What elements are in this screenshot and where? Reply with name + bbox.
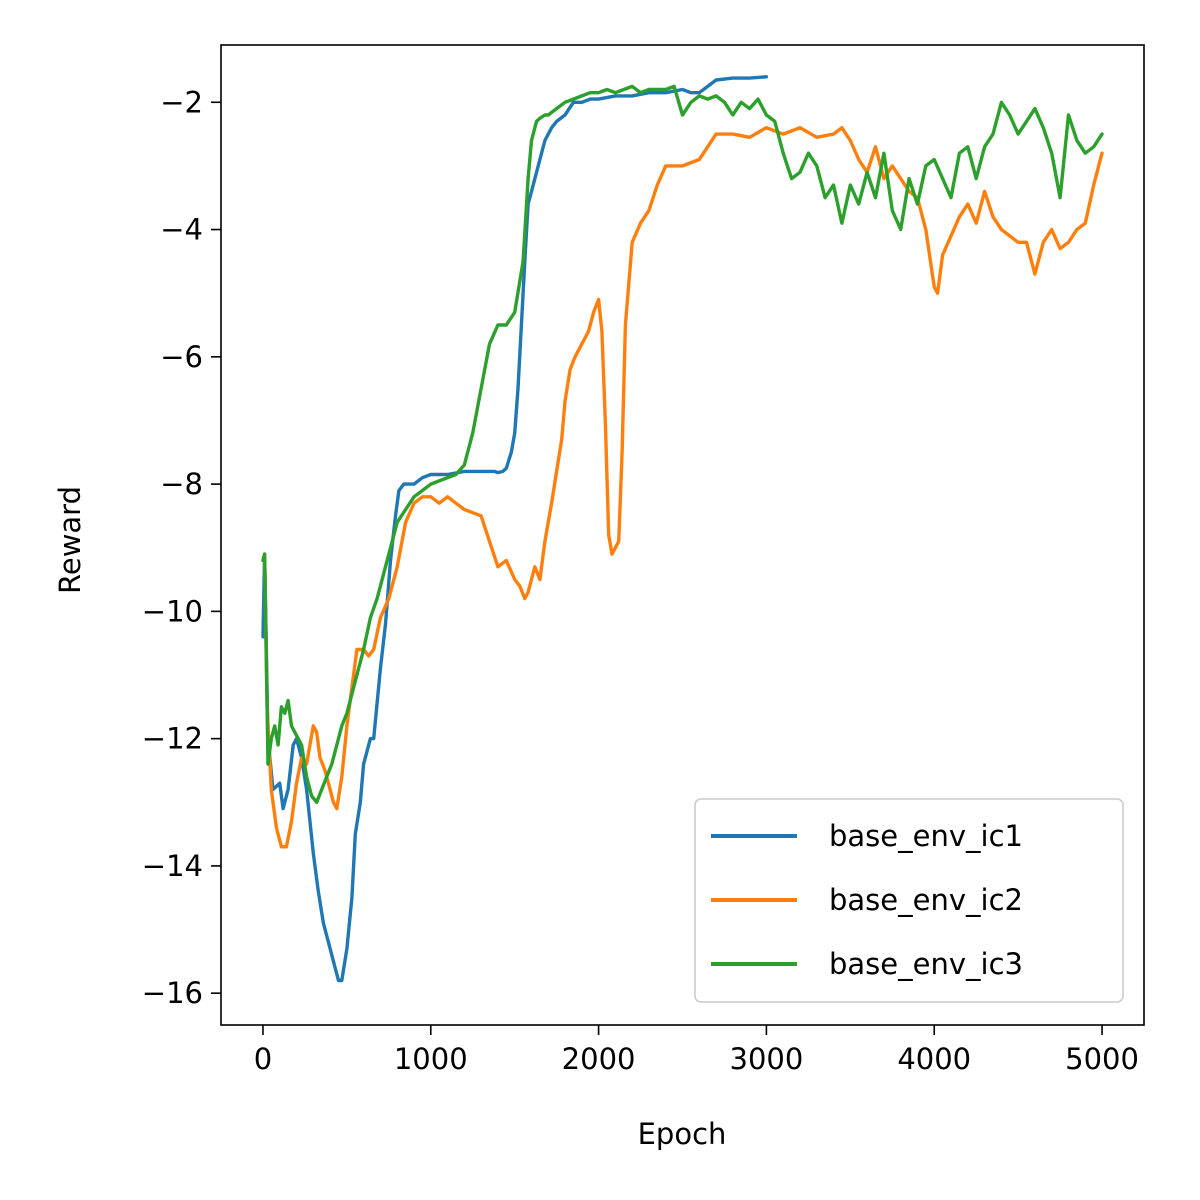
legend-label-ic2: base_env_ic2: [829, 883, 1023, 917]
x-tick-label: 3000: [730, 1042, 804, 1076]
x-tick-label: 4000: [897, 1042, 971, 1076]
legend-box: [694, 798, 1124, 1003]
x-tick-label: 0: [254, 1042, 272, 1076]
x-axis-ticks: 0 1000 2000 3000 4000 5000: [254, 1025, 1139, 1076]
x-tick-label: 5000: [1065, 1042, 1139, 1076]
y-tick-label: −14: [142, 849, 203, 883]
x-tick-label: 1000: [394, 1042, 468, 1076]
legend: base_env_ic1 base_env_ic2 base_env_ic3: [694, 798, 1124, 1003]
y-tick-label: −16: [142, 976, 203, 1010]
series-line-base_env_ic1: [261, 75, 769, 983]
legend-label-ic3: base_env_ic3: [829, 947, 1023, 981]
x-tick-label: 2000: [562, 1042, 636, 1076]
y-tick-label: −4: [160, 213, 203, 247]
series-line-base_env_ic2: [261, 125, 1104, 849]
y-tick-label: −8: [160, 467, 203, 501]
axes-frame: [220, 44, 1145, 1026]
y-axis-label: Reward: [53, 486, 87, 594]
y-tick-label: −6: [160, 340, 203, 374]
y-axis-ticks: −16 −14 −12 −10 −8 −6 −4 −2: [142, 85, 221, 1010]
y-tick-label: −10: [142, 594, 203, 628]
series-line-base_env_ic3: [261, 84, 1104, 804]
y-tick-label: −2: [160, 85, 203, 119]
legend-label-ic1: base_env_ic1: [829, 819, 1023, 853]
series-layer: [261, 75, 1104, 983]
y-tick-label: −12: [142, 722, 203, 756]
x-axis-label: Epoch: [638, 1117, 727, 1151]
